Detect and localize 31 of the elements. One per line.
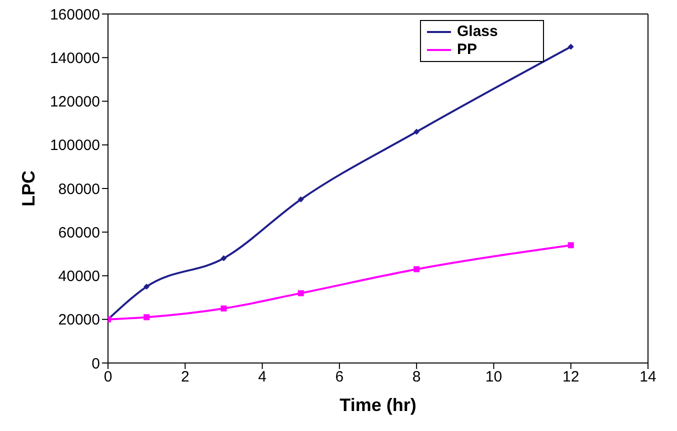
y-tick-label: 20000	[58, 312, 100, 329]
y-tick-label: 80000	[58, 180, 100, 198]
point	[220, 305, 227, 312]
y-axis-title: LPC	[18, 170, 38, 206]
legend-label: Glass	[457, 23, 498, 41]
x-tick-label: 8	[412, 368, 421, 386]
y-tick-label: 120000	[50, 94, 100, 111]
y-tick-label: 40000	[58, 268, 100, 286]
point	[568, 242, 574, 248]
point	[298, 290, 304, 296]
point	[220, 255, 227, 262]
x-tick-label: 6	[335, 368, 344, 386]
point	[414, 266, 420, 272]
x-tick-label: 2	[180, 368, 190, 386]
x-tick-label: 4	[258, 368, 266, 386]
x-tick-label: 10	[485, 368, 502, 386]
x-axis-title: Time (hr)	[340, 395, 416, 415]
y-tick-label: 60000	[58, 224, 100, 242]
point	[414, 128, 420, 135]
y-tick-label: 140000	[50, 50, 100, 67]
point	[144, 314, 150, 320]
legend-label: PP	[457, 41, 478, 59]
x-tick-label: 14	[640, 368, 656, 386]
x-tick-label: 0	[104, 368, 112, 386]
y-tick-label: 100000	[50, 137, 100, 154]
x-tick-label: 12	[562, 368, 580, 386]
point	[144, 284, 150, 290]
point	[298, 196, 304, 202]
y-tick-label: 160000	[50, 6, 100, 24]
y-tick-label: 0	[92, 355, 100, 372]
point	[568, 44, 574, 50]
